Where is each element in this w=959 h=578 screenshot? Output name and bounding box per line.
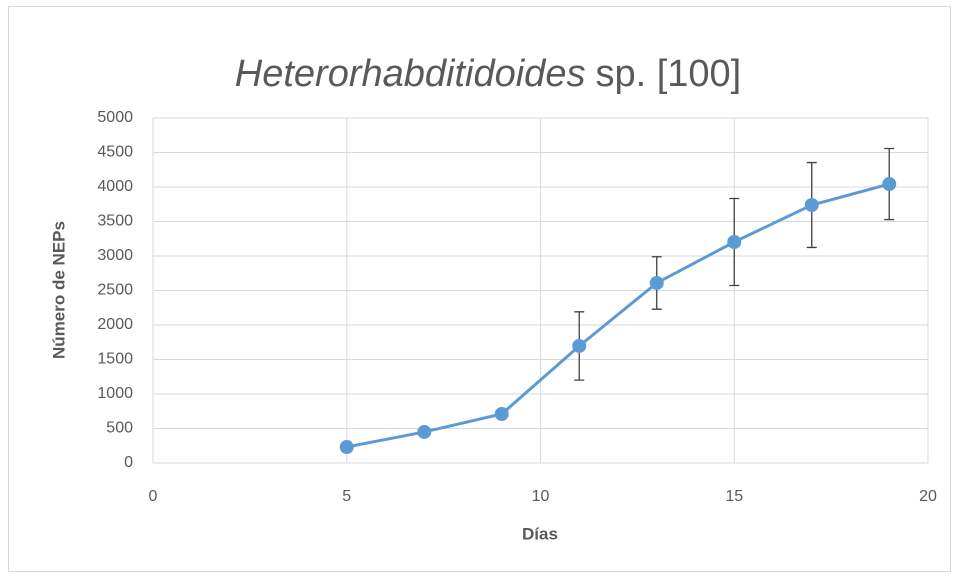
- data-point: [339, 439, 354, 454]
- data-point: [649, 275, 664, 290]
- data-point: [882, 177, 897, 192]
- y-tick-label: 2500: [97, 282, 133, 299]
- data-point: [417, 424, 432, 439]
- y-tick-label: 4500: [97, 144, 133, 161]
- x-tick-label: 15: [725, 488, 743, 505]
- y-axis-title: Número de NEPs: [49, 221, 68, 359]
- data-point: [727, 234, 742, 249]
- x-tick-label: 0: [149, 488, 158, 505]
- x-tick-label: 20: [919, 488, 937, 505]
- chart-title: Heterorhabditidoides sp. [100]: [235, 53, 741, 95]
- x-tick-label: 10: [532, 488, 550, 505]
- data-line: [346, 182, 890, 449]
- y-tick-label: 5000: [97, 109, 133, 126]
- y-tick-label: 3500: [97, 213, 133, 230]
- y-tick-label: 500: [106, 420, 133, 437]
- x-axis-title: Días: [522, 524, 558, 543]
- y-tick-label: 2000: [97, 316, 133, 333]
- data-point: [804, 198, 819, 213]
- chart-border: [8, 6, 951, 572]
- y-tick-label: 0: [124, 454, 133, 471]
- title-rest: sp. [100]: [595, 53, 741, 95]
- y-tick-label: 1000: [97, 385, 133, 402]
- y-tick-label: 1500: [97, 351, 133, 368]
- y-tick-label: 4000: [97, 178, 133, 195]
- title-italic: Heterorhabditidoides: [235, 53, 586, 95]
- x-tick-label: 5: [342, 488, 351, 505]
- y-tick-label: 3000: [97, 247, 133, 264]
- data-point: [572, 338, 587, 353]
- data-point: [494, 407, 509, 422]
